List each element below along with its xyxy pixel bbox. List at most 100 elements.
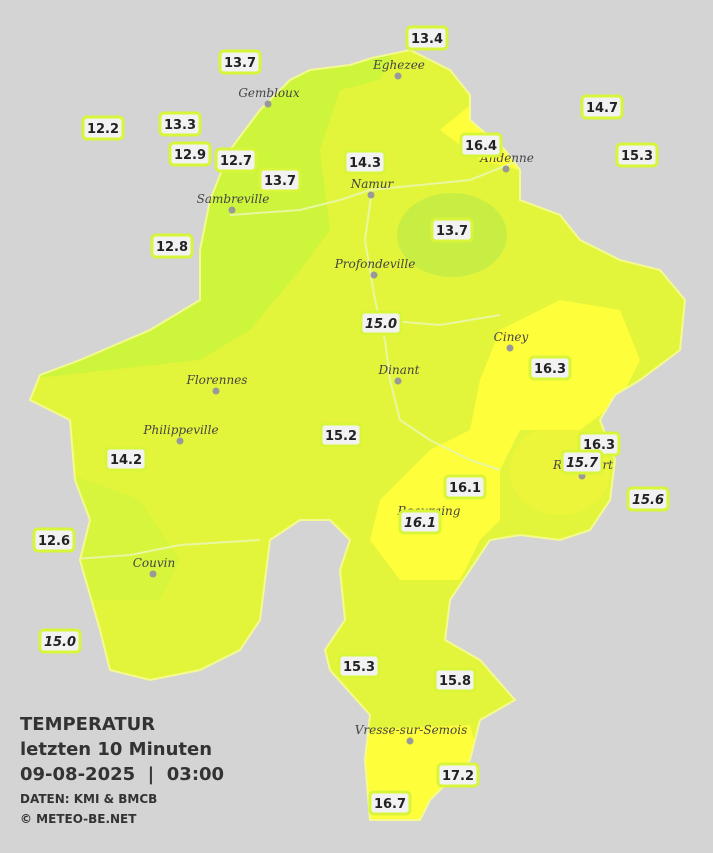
station: 14.7 bbox=[580, 94, 624, 120]
city-label: Sambreville bbox=[197, 192, 270, 206]
station: 15.0 bbox=[359, 310, 403, 336]
station-value: 16.3 bbox=[534, 362, 566, 377]
station: 15.2 bbox=[319, 422, 363, 448]
station-value: 12.6 bbox=[38, 534, 70, 549]
station-value: 16.4 bbox=[465, 139, 497, 154]
city-dot bbox=[176, 437, 184, 445]
city-dot bbox=[149, 570, 157, 578]
city-dot bbox=[502, 165, 510, 173]
station-box bbox=[528, 355, 572, 381]
station-value: 13.7 bbox=[264, 174, 296, 189]
cool-zone bbox=[60, 470, 180, 600]
station-value: 13.7 bbox=[224, 56, 256, 71]
station: 15.6 bbox=[626, 486, 670, 512]
station-box bbox=[258, 167, 302, 193]
station: 12.8 bbox=[150, 233, 194, 259]
station-value: 15.0 bbox=[44, 635, 76, 650]
station-value: 16.3 bbox=[583, 438, 615, 453]
station-box bbox=[580, 94, 624, 120]
station: 16.1 bbox=[398, 509, 442, 535]
city-label: Dinant bbox=[378, 363, 420, 377]
station-value: 17.2 bbox=[442, 769, 474, 784]
city-label: Philippeville bbox=[142, 423, 218, 437]
city-dot bbox=[264, 100, 272, 108]
station-value: 14.2 bbox=[110, 453, 142, 468]
station-box bbox=[81, 115, 125, 141]
city-dot bbox=[370, 271, 378, 279]
station: 16.7 bbox=[368, 790, 412, 816]
station: 12.7 bbox=[214, 147, 258, 173]
station-box bbox=[436, 762, 480, 788]
city-label: Gembloux bbox=[238, 86, 300, 100]
station: 15.3 bbox=[615, 142, 659, 168]
river bbox=[59, 159, 521, 561]
station: 15.3 bbox=[337, 653, 381, 679]
city-label: Profondeville bbox=[334, 257, 416, 271]
stations: 13.4 13.7 14.7 12.2 13.3 16.4 15.3 12.9 12.7 14.3… bbox=[32, 25, 670, 816]
station: 15.7 bbox=[560, 449, 604, 475]
station-box bbox=[343, 149, 387, 175]
station: 13.7 bbox=[218, 49, 262, 75]
city-dot bbox=[406, 737, 414, 745]
station-value: 16.1 bbox=[449, 481, 481, 496]
station-value: 15.2 bbox=[325, 429, 357, 444]
station-value: 12.7 bbox=[220, 154, 252, 169]
station: 17.2 bbox=[436, 762, 480, 788]
station-box bbox=[368, 790, 412, 816]
station-box bbox=[459, 132, 503, 158]
station-value: 15.6 bbox=[632, 493, 664, 508]
station: 15.8 bbox=[433, 667, 477, 693]
station-value: 14.3 bbox=[349, 156, 381, 171]
station-box bbox=[443, 474, 487, 500]
station: 12.2 bbox=[81, 115, 125, 141]
station-value: 12.2 bbox=[87, 122, 119, 137]
station-box bbox=[32, 527, 76, 553]
station-value: 15.3 bbox=[621, 149, 653, 164]
station: 16.4 bbox=[459, 132, 503, 158]
station-value: 12.8 bbox=[156, 240, 188, 255]
station-box bbox=[405, 25, 449, 51]
city-dot bbox=[394, 377, 402, 385]
city-label: Florennes bbox=[186, 373, 248, 387]
station-value: 13.4 bbox=[411, 32, 443, 47]
station-value: 16.1 bbox=[404, 516, 436, 531]
city-dot bbox=[506, 344, 514, 352]
city-dot bbox=[212, 387, 220, 395]
station: 12.6 bbox=[32, 527, 76, 553]
city-label: Vresse-sur-Semois bbox=[355, 723, 468, 737]
station-box bbox=[626, 486, 670, 512]
station-box bbox=[319, 422, 363, 448]
station-box bbox=[150, 233, 194, 259]
station-box bbox=[359, 310, 403, 336]
copyright: © METEO-BE.NET bbox=[20, 812, 137, 826]
station-box bbox=[398, 509, 442, 535]
station: 13.7 bbox=[258, 167, 302, 193]
station-value: 13.3 bbox=[164, 118, 196, 133]
city-dot bbox=[228, 206, 236, 214]
station: 14.2 bbox=[104, 446, 148, 472]
station-box bbox=[104, 446, 148, 472]
station-value: 15.0 bbox=[365, 317, 397, 332]
city-label: Namur bbox=[350, 177, 395, 191]
source: DATEN: KMI & BMCB bbox=[20, 792, 157, 806]
station: 12.9 bbox=[168, 141, 212, 167]
station-box bbox=[158, 111, 202, 137]
city-label: Ciney bbox=[494, 330, 529, 344]
station: 16.3 bbox=[528, 355, 572, 381]
datetime: 09-08-2025 | 03:00 bbox=[20, 764, 224, 785]
city-label: Eghezee bbox=[372, 58, 425, 72]
title: TEMPERATUR bbox=[20, 714, 155, 735]
station-value: 16.7 bbox=[374, 797, 406, 812]
city-dot bbox=[367, 191, 375, 199]
station-value: 14.7 bbox=[586, 101, 618, 116]
station-box bbox=[560, 449, 604, 475]
station-value: 15.8 bbox=[439, 674, 471, 689]
station-value: 12.9 bbox=[174, 148, 206, 163]
station-box bbox=[337, 653, 381, 679]
station-box bbox=[430, 217, 474, 243]
station-box bbox=[218, 49, 262, 75]
station: 13.4 bbox=[405, 25, 449, 51]
station-box bbox=[168, 141, 212, 167]
station-value: 15.7 bbox=[566, 456, 599, 471]
